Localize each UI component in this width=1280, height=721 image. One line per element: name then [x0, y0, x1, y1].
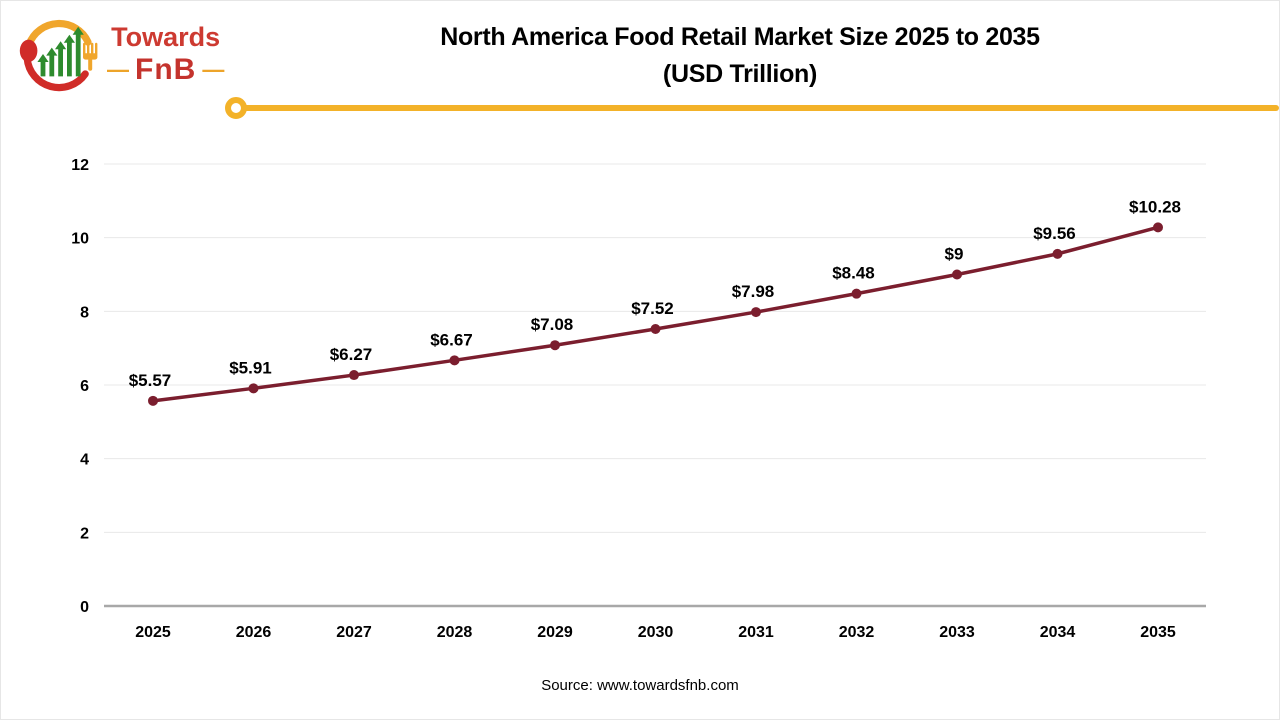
data-point-marker [952, 269, 962, 280]
brand-fnb-row: — FnB — [107, 52, 225, 86]
data-point-label: $5.57 [129, 371, 172, 390]
data-point-marker [650, 324, 661, 335]
y-axis-tick-label: 8 [80, 304, 89, 321]
x-axis-tick-label: 2031 [738, 624, 774, 641]
data-point-marker [349, 370, 359, 381]
data-point-marker [751, 307, 761, 318]
logo-spoon-icon [19, 39, 38, 62]
x-axis-tick-label: 2025 [135, 624, 171, 641]
data-point-label: $9 [945, 245, 964, 264]
data-point-marker [449, 355, 460, 366]
data-point-marker [550, 340, 560, 351]
y-axis-tick-label: 10 [71, 231, 89, 248]
x-axis-tick-label: 2033 [939, 624, 975, 641]
brand-dash-right: — [202, 56, 225, 82]
data-point-marker [851, 288, 862, 299]
data-point-label: $9.56 [1033, 224, 1076, 243]
x-axis-tick-label: 2029 [537, 624, 573, 641]
y-axis-tick-label: 4 [80, 452, 89, 469]
data-point-label: $10.28 [1129, 197, 1181, 216]
towardsfnb-logo-icon [19, 19, 98, 92]
brand-dash-left: — [107, 56, 129, 82]
data-point-label: $8.48 [832, 264, 875, 283]
y-axis-tick-label: 0 [80, 599, 89, 616]
source-text: Source: www.towardsfnb.com [541, 677, 739, 694]
y-axis-tick-label: 12 [71, 157, 89, 174]
x-axis-tick-label: 2027 [336, 624, 372, 641]
x-axis-tick-label: 2028 [437, 624, 473, 641]
y-axis-tick-label: 6 [80, 378, 89, 395]
data-point-marker [1153, 222, 1163, 233]
chart-title-line1: North America Food Retail Market Size 20… [440, 23, 1040, 51]
data-point-label: $7.98 [732, 282, 775, 301]
chart-title-line2: (USD Trillion) [662, 60, 818, 88]
x-axis-tick-label: 2026 [236, 624, 272, 641]
brand-fnb: FnB [135, 52, 197, 86]
data-point-label: $6.27 [330, 345, 373, 364]
x-axis-tick-label: 2032 [839, 624, 875, 641]
data-point-label: $5.91 [229, 358, 272, 377]
data-point-label: $7.52 [631, 299, 674, 318]
data-point-marker [248, 383, 259, 394]
logo-red-arc [23, 54, 89, 92]
chart-title: North America Food Retail Market Size 20… [211, 19, 1269, 93]
data-point-marker [1052, 248, 1063, 259]
data-point-label: $7.08 [531, 315, 574, 334]
title-divider-line [241, 105, 1279, 111]
logo-growth-bars-icon [37, 26, 84, 77]
brand-logo: Towards — FnB — [19, 13, 224, 95]
brand-text: Towards — FnB — [107, 21, 225, 86]
logo-fork-icon [83, 42, 98, 71]
x-axis-tick-label: 2034 [1040, 624, 1076, 641]
y-axis-tick-label: 2 [80, 525, 89, 542]
data-point-marker [148, 395, 158, 406]
x-axis-tick-label: 2030 [638, 624, 674, 641]
data-point-label: $6.67 [430, 330, 473, 349]
title-divider-ring-icon [225, 97, 247, 119]
brand-name: Towards [111, 21, 221, 52]
x-axis-tick-label: 2035 [1140, 624, 1176, 641]
